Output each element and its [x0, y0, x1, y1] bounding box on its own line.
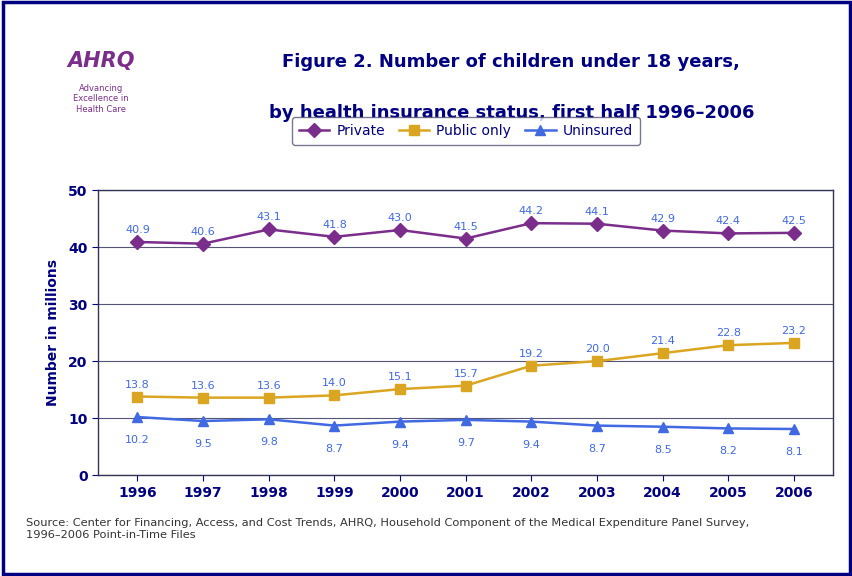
Text: 14.0: 14.0	[322, 378, 347, 388]
Text: 42.5: 42.5	[780, 216, 805, 226]
Text: 8.7: 8.7	[325, 444, 343, 454]
Text: 44.2: 44.2	[518, 206, 544, 216]
Text: 13.8: 13.8	[125, 380, 150, 389]
Text: 10.2: 10.2	[125, 435, 150, 445]
Text: 21.4: 21.4	[649, 336, 674, 346]
Y-axis label: Number in millions: Number in millions	[46, 259, 60, 406]
Text: 8.1: 8.1	[784, 447, 802, 457]
Text: 22.8: 22.8	[715, 328, 740, 338]
Text: 8.7: 8.7	[587, 444, 605, 454]
Text: 41.8: 41.8	[321, 220, 347, 230]
Text: 9.5: 9.5	[194, 439, 212, 449]
Text: 8.5: 8.5	[653, 445, 671, 455]
Text: 19.2: 19.2	[518, 349, 544, 359]
Text: 43.1: 43.1	[256, 213, 281, 222]
Text: Source: Center for Financing, Access, and Cost Trends, AHRQ, Household Component: Source: Center for Financing, Access, an…	[26, 518, 748, 540]
Text: 9.8: 9.8	[260, 437, 278, 448]
Text: 20.0: 20.0	[584, 344, 608, 354]
Text: 9.7: 9.7	[457, 438, 474, 448]
Text: Advancing
Excellence in
Health Care: Advancing Excellence in Health Care	[73, 84, 129, 114]
Text: 13.6: 13.6	[191, 381, 216, 391]
Text: by health insurance status, first half 1996–2006: by health insurance status, first half 1…	[268, 104, 753, 122]
Text: 42.4: 42.4	[715, 217, 740, 226]
Text: 43.0: 43.0	[388, 213, 412, 223]
Text: 40.9: 40.9	[125, 225, 150, 235]
Text: 9.4: 9.4	[391, 439, 409, 450]
Text: Figure 2. Number of children under 18 years,: Figure 2. Number of children under 18 ye…	[282, 53, 740, 71]
Legend: Private, Public only, Uninsured: Private, Public only, Uninsured	[291, 117, 639, 145]
Text: 15.7: 15.7	[452, 369, 478, 379]
Text: 15.1: 15.1	[388, 372, 412, 382]
Text: 40.6: 40.6	[191, 227, 216, 237]
Text: 9.4: 9.4	[521, 439, 539, 450]
Text: 44.1: 44.1	[584, 207, 609, 217]
Text: 13.6: 13.6	[256, 381, 281, 391]
Text: 42.9: 42.9	[649, 214, 675, 223]
Text: 8.2: 8.2	[718, 446, 736, 457]
Text: AHRQ: AHRQ	[67, 51, 135, 71]
Text: 41.5: 41.5	[452, 222, 478, 232]
Text: 23.2: 23.2	[780, 326, 805, 336]
